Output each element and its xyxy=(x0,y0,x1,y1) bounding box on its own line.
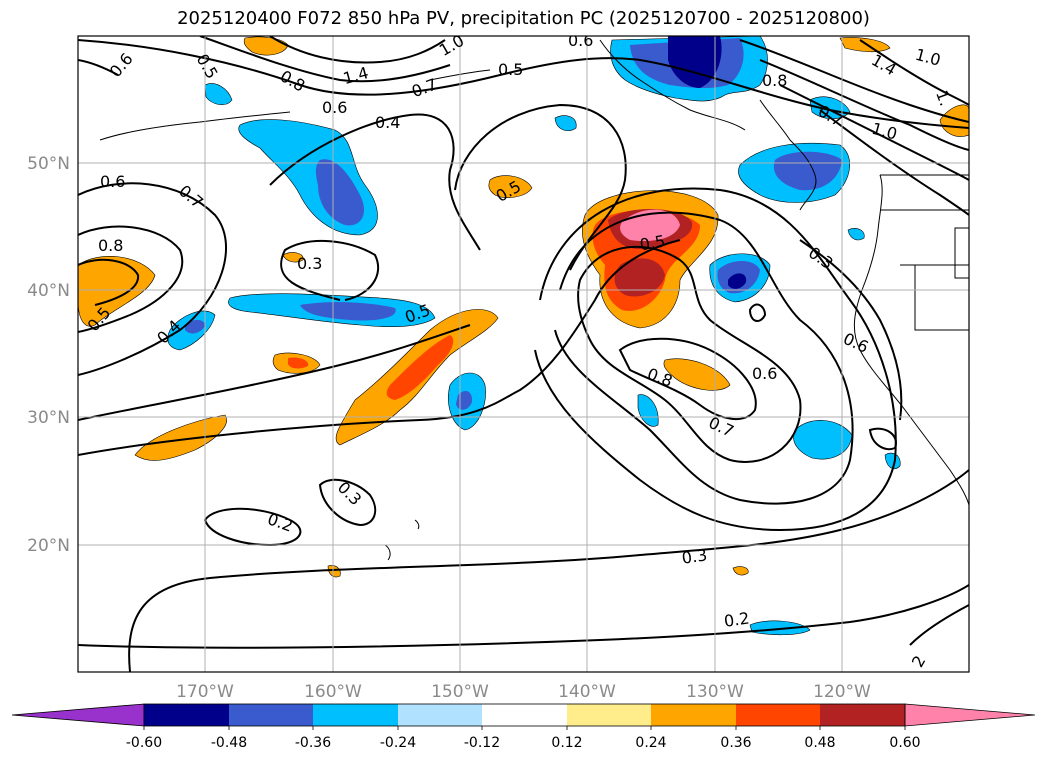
contour-label: 0.5 xyxy=(193,51,222,83)
neg-area-4 xyxy=(300,302,396,321)
pos-area-15 xyxy=(839,37,891,53)
lon-label-170w: 170°W xyxy=(176,682,234,702)
map-title: 2025120400 F072 850 hPa PV, precipitatio… xyxy=(177,8,870,29)
colorbar: -0.60 -0.48 -0.36 -0.24 -0.12 0.12 0.24 … xyxy=(11,703,1036,751)
colorbar-tick: -0.12 xyxy=(464,735,500,751)
map-frame xyxy=(77,35,970,673)
colorbar-tick: -0.36 xyxy=(295,735,331,751)
neg-area-2 xyxy=(315,159,365,226)
lat-label-20n: 20°N xyxy=(27,536,70,556)
pos-area-18 xyxy=(732,566,749,576)
contour-label: 0.6 xyxy=(322,98,347,117)
colorbar-segment xyxy=(229,704,313,726)
colorbar-frame xyxy=(143,703,906,727)
contour-label: 0.8 xyxy=(762,71,787,90)
colorbar-segment xyxy=(398,704,482,726)
pos-area-9 xyxy=(78,255,156,327)
colorbar-segment xyxy=(820,704,905,726)
lat-label-30n: 30°N xyxy=(27,408,70,428)
colorbar-tick: 0.60 xyxy=(889,735,920,751)
neg-area-16 xyxy=(773,151,842,191)
neg-area-18 xyxy=(793,420,853,460)
pos-area-14 xyxy=(243,36,289,56)
pos-area-17 xyxy=(282,252,304,263)
contour-label: 1.0 xyxy=(870,119,900,144)
neg-area-14 xyxy=(668,36,722,88)
colorbar-tick: -0.48 xyxy=(211,735,247,751)
neg-area-19 xyxy=(637,394,659,427)
colorbar-tick: 0.48 xyxy=(804,735,835,751)
contour-label: 2 xyxy=(908,652,930,670)
graticule xyxy=(78,36,969,672)
colorbar-tick: -0.24 xyxy=(380,735,416,751)
pos-area-4 xyxy=(614,258,665,297)
contour-label: 0.3 xyxy=(334,478,365,509)
lat-labels: 50°N 40°N 30°N 20°N xyxy=(27,154,70,556)
contour-label: 0.5 xyxy=(638,231,666,254)
neg-area-24 xyxy=(884,452,901,469)
lon-label-150w: 150°W xyxy=(431,682,489,702)
contour-label: 0.6 xyxy=(106,49,137,81)
contour-label: 1.0 xyxy=(436,31,468,60)
colorbar-segment xyxy=(482,704,567,726)
contour-label: 0.6 xyxy=(840,329,871,357)
colorbar-tick: 0.24 xyxy=(635,735,666,751)
contour-label: 1.4 xyxy=(868,50,900,79)
pos-area-16 xyxy=(939,104,969,137)
colorbar-min-extend xyxy=(11,703,145,727)
precip-shading xyxy=(78,36,969,636)
contour-label: 1. xyxy=(932,88,955,109)
contour-label: 0.4 xyxy=(375,113,400,132)
lon-label-140w: 140°W xyxy=(558,682,616,702)
pos-area-7 xyxy=(386,335,454,400)
colorbar-segment xyxy=(313,704,398,726)
contour-label: 0.8 xyxy=(98,236,123,255)
pos-area-8 xyxy=(134,414,227,461)
lon-labels: 170°W 160°W 150°W 140°W 130°W 120°W xyxy=(176,682,871,702)
pv-contours xyxy=(78,36,969,672)
colorbar-max-extend xyxy=(904,703,1036,727)
colorbar-segment xyxy=(144,704,229,726)
lat-label-50n: 50°N xyxy=(27,154,70,174)
colorbar-tick: 0.36 xyxy=(720,735,751,751)
contour-labels: 0.6 0.5 1.0 0.6 1.4 0.8 0.7 0.6 0.5 0.4 … xyxy=(84,31,956,671)
contour-label: 1.4 xyxy=(341,63,371,88)
map-area: 0.6 0.5 1.0 0.6 1.4 0.8 0.7 0.6 0.5 0.4 … xyxy=(78,31,969,672)
contour-label: 0.3 xyxy=(681,545,709,567)
neg-area-20 xyxy=(749,620,811,636)
colorbar-tick: 0.12 xyxy=(551,735,582,751)
neg-area-6 xyxy=(185,319,205,334)
contour-label: 0.2 xyxy=(723,609,751,631)
pos-area-13 xyxy=(488,175,533,198)
colorbar-tick: -0.60 xyxy=(126,735,162,751)
neg-area-17 xyxy=(809,96,851,120)
contour-label: 0.6 xyxy=(752,364,777,383)
pos-area-12 xyxy=(288,357,309,369)
colorbar-segment xyxy=(651,704,736,726)
lon-label-120w: 120°W xyxy=(813,682,871,702)
lon-label-160w: 160°W xyxy=(304,682,362,702)
contour-label: 0.6 xyxy=(100,172,125,191)
pos-area-19 xyxy=(327,565,341,578)
contour-label: 0.3 xyxy=(297,254,322,273)
pos-area-10 xyxy=(663,358,731,391)
neg-area-11 xyxy=(728,273,747,289)
contour-label: 0.6 xyxy=(568,31,593,50)
contour-label: 0.5 xyxy=(498,60,523,79)
contour-label: 0.7 xyxy=(175,181,207,212)
contour-label: 0.2 xyxy=(265,509,295,536)
neg-area-23 xyxy=(847,228,865,241)
contour-label: 1.0 xyxy=(913,45,943,70)
neg-area-22 xyxy=(554,115,577,131)
lon-label-130w: 130°W xyxy=(686,682,744,702)
colorbar-segment xyxy=(736,704,820,726)
colorbar-segment xyxy=(567,704,651,726)
lat-label-40n: 40°N xyxy=(27,281,70,301)
coastlines xyxy=(99,39,969,561)
neg-area-21 xyxy=(204,83,233,105)
